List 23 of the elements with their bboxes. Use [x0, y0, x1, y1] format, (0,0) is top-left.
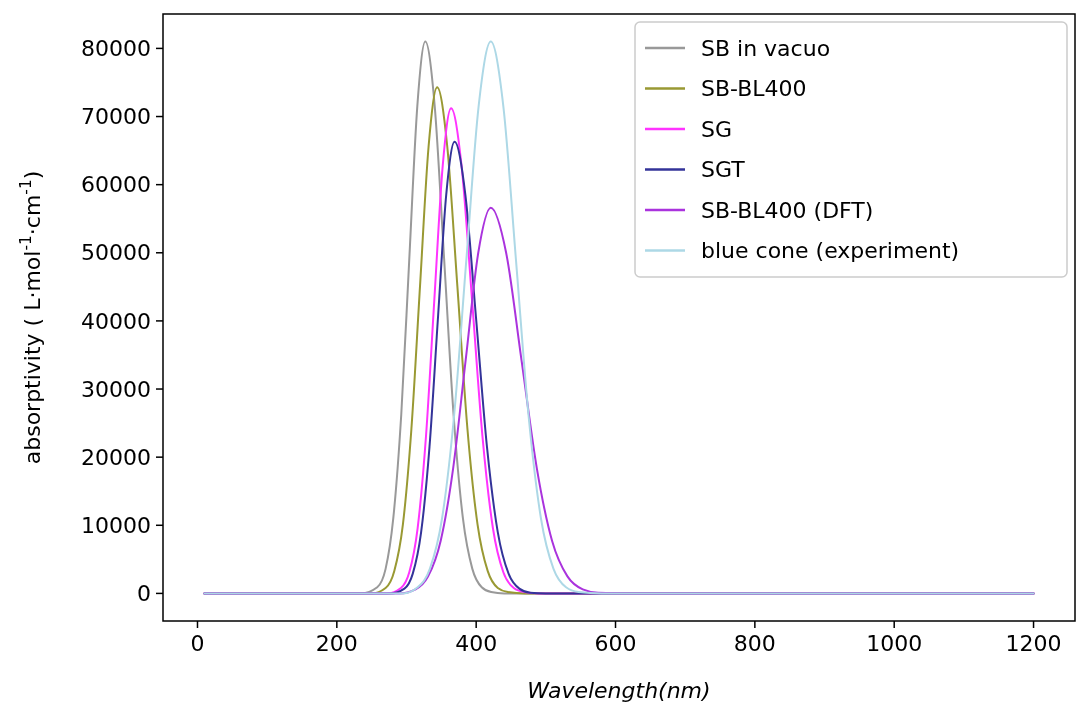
- y-tick-label: 10000: [81, 512, 151, 538]
- x-tick-label: 1200: [1005, 631, 1062, 656]
- x-axis-title: Wavelength(nm): [527, 678, 711, 703]
- x-tick-label: 800: [733, 631, 776, 656]
- x-tick-label: 0: [190, 631, 205, 656]
- x-tick-label: 600: [594, 631, 637, 656]
- y-tick-label: 60000: [81, 172, 151, 198]
- y-tick-label: 70000: [81, 104, 151, 130]
- legend-label: SB in vacuo: [701, 35, 831, 61]
- y-tick-label: 20000: [81, 444, 151, 470]
- y-tick-label: 0: [137, 581, 151, 607]
- y-tick-label: 50000: [81, 240, 151, 266]
- legend-label: SB-BL400: [701, 76, 807, 102]
- y-tick-label: 30000: [81, 376, 151, 402]
- y-tick-label: 40000: [81, 308, 151, 334]
- x-tick-label: 200: [315, 631, 358, 656]
- x-tick-label: 1000: [866, 631, 923, 656]
- legend-label: SGT: [701, 157, 746, 183]
- legend-label: blue cone (experiment): [701, 238, 960, 264]
- x-tick-label: 400: [455, 631, 498, 656]
- legend-label: SG: [701, 116, 733, 142]
- legend-label: SB-BL400 (DFT): [701, 197, 874, 223]
- y-tick-label: 80000: [81, 36, 151, 62]
